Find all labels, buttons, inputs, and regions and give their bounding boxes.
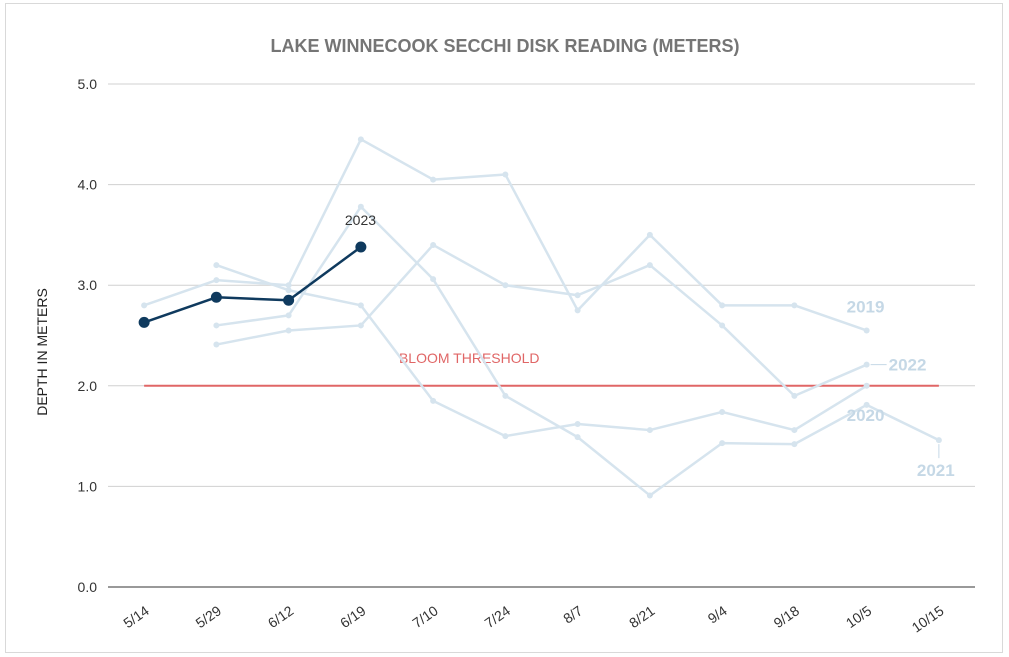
data-point (430, 241, 437, 248)
data-point (285, 287, 292, 294)
data-point (285, 282, 292, 289)
data-point (935, 437, 942, 444)
data-point (719, 302, 726, 309)
bloom-threshold: BLOOM THRESHOLD (144, 350, 939, 387)
data-point (283, 294, 295, 306)
x-axis-ticks: 5/14 5/29 6/12 6/19 7/10 7/24 8/7 8/21 9/4 9/18 10… (120, 602, 946, 635)
data-point (646, 492, 653, 499)
data-point (502, 433, 509, 440)
series-2022 (213, 241, 870, 399)
data-point (430, 276, 437, 283)
data-point (719, 408, 726, 415)
series-line-2020 (215, 263, 868, 438)
data-point (285, 327, 292, 334)
chart-frame (5, 3, 1003, 653)
data-point (213, 277, 220, 284)
data-point (210, 291, 222, 303)
data-point (863, 361, 870, 368)
series-line-2023 (143, 245, 362, 324)
x-tick-label: 9/4 (705, 602, 730, 626)
y-axis-label: DEPTH IN METERS (34, 288, 50, 416)
x-tick-label: 10/5 (843, 602, 875, 631)
data-point (213, 341, 220, 348)
x-tick-label: 10/15 (909, 602, 947, 635)
x-tick-label: 7/24 (482, 602, 514, 631)
y-tick-label: 2.0 (78, 378, 98, 394)
series-label-2019: 2019 (847, 297, 885, 316)
y-tick-label: 5.0 (78, 76, 98, 92)
data-point (141, 302, 148, 309)
series-line-2021 (216, 205, 940, 497)
x-tick-label: 8/7 (560, 602, 585, 626)
data-point (430, 397, 437, 404)
data-point (574, 434, 581, 441)
y-tick-label: 0.0 (78, 579, 98, 595)
data-point (791, 427, 798, 434)
data-point (719, 440, 726, 447)
data-point (357, 302, 364, 309)
y-axis-ticks: 0.0 1.0 2.0 3.0 4.0 5.0 (78, 76, 98, 595)
series-line-2022 (216, 243, 868, 398)
series-2019 (141, 136, 870, 334)
data-point (355, 241, 367, 253)
data-point (502, 392, 509, 399)
gridlines (108, 83, 975, 588)
series-label-2022: 2022 (889, 356, 927, 375)
series-line-2019 (143, 138, 868, 332)
data-point (574, 307, 581, 314)
chart-title: LAKE WINNECOOK SECCHI DISK READING (METE… (270, 36, 739, 56)
series-labels: 2019 2022 2020 2021 2023 (345, 212, 955, 480)
x-tick-label: 6/12 (265, 602, 297, 631)
x-tick-label: 6/19 (337, 602, 369, 631)
data-point (213, 262, 220, 269)
x-tick-label: 5/14 (120, 602, 152, 631)
y-tick-label: 1.0 (78, 478, 98, 494)
series-lines (138, 136, 942, 499)
x-tick-label: 5/29 (193, 602, 225, 631)
series-label-2020: 2020 (847, 406, 885, 425)
data-point (646, 231, 653, 238)
data-point (646, 262, 653, 269)
data-point (574, 292, 581, 299)
data-point (863, 401, 870, 408)
data-point (357, 322, 364, 329)
threshold-label: BLOOM THRESHOLD (399, 350, 540, 366)
data-point (863, 327, 870, 334)
data-point (138, 316, 150, 328)
series-2023 (138, 241, 367, 328)
data-point (791, 302, 798, 309)
series-label-2023: 2023 (345, 212, 376, 228)
y-tick-label: 3.0 (78, 277, 98, 293)
x-tick-label: 7/10 (409, 602, 441, 631)
data-point (285, 312, 292, 319)
data-point (719, 322, 726, 329)
series-label-2021: 2021 (917, 461, 955, 480)
x-tick-label: 8/21 (626, 602, 658, 631)
x-tick-label: 9/18 (771, 602, 803, 631)
data-point (574, 421, 581, 428)
data-point (502, 171, 509, 178)
series-2021 (213, 203, 942, 499)
data-point (357, 203, 364, 210)
series-2020 (213, 262, 870, 440)
data-point (213, 322, 220, 329)
data-point (863, 382, 870, 389)
data-point (502, 282, 509, 289)
data-point (791, 441, 798, 448)
data-point (791, 392, 798, 399)
data-point (430, 176, 437, 183)
y-tick-label: 4.0 (78, 177, 98, 193)
data-point (646, 427, 653, 434)
data-point (357, 136, 364, 143)
